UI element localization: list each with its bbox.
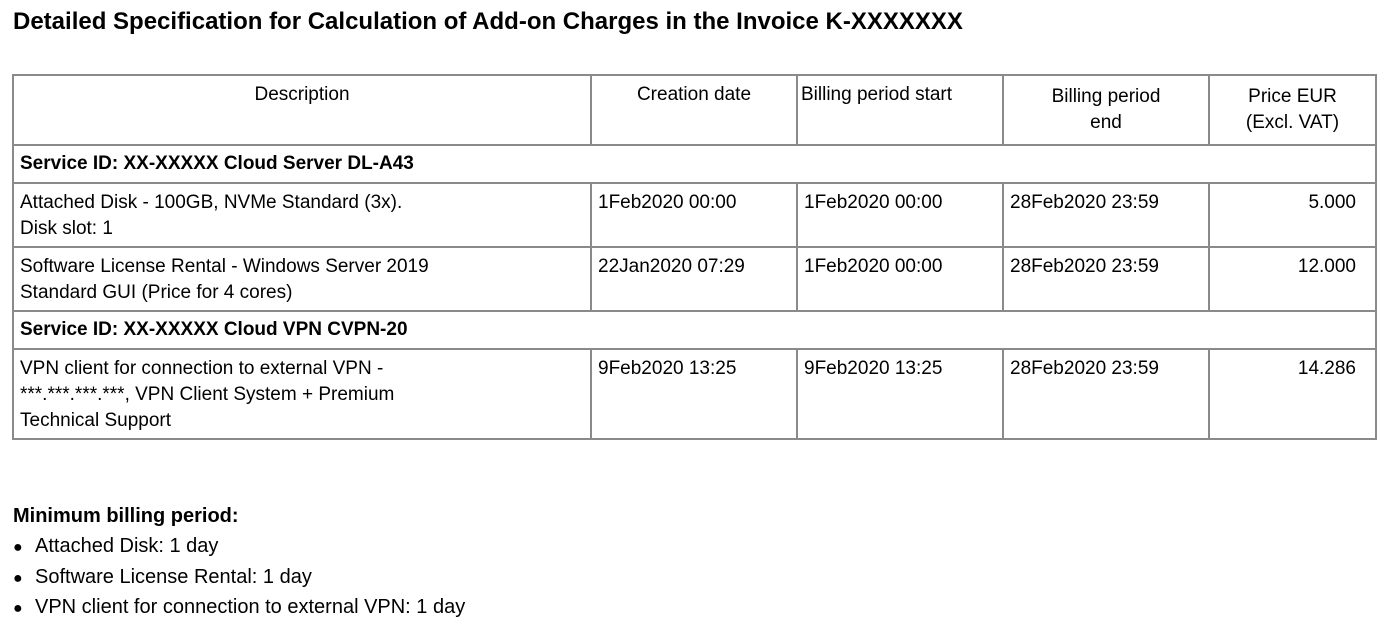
page-title: Detailed Specification for Calculation o… — [13, 8, 963, 35]
service-id: Service ID: XX-XXXXX Cloud VPN CVPN-20 — [12, 310, 1377, 350]
cell-description: Software License Rental - Windows Server… — [12, 246, 592, 312]
cell-description: VPN client for connection to external VP… — [12, 348, 592, 440]
minimum-billing-section: Minimum billing period: ● Attached Disk: … — [13, 505, 465, 624]
list-item: ● Attached Disk: 1 day — [13, 532, 465, 563]
cell-billing-end: 28Feb2020 23:59 — [1002, 348, 1210, 440]
bullet-icon: ● — [13, 600, 23, 617]
cell-price: 12.000 — [1208, 246, 1377, 312]
header-description: Description — [12, 74, 592, 146]
table-row: Software License Rental - Windows Server… — [12, 246, 1377, 312]
table-header-row: Description Creation date Billing period… — [12, 74, 1377, 146]
cell-billing-end: 28Feb2020 23:59 — [1002, 246, 1210, 312]
cell-description: Attached Disk - 100GB, NVMe Standard (3x… — [12, 182, 592, 248]
cell-creation-date: 1Feb2020 00:00 — [590, 182, 798, 248]
charges-table: Description Creation date Billing period… — [12, 74, 1377, 440]
table-row: Attached Disk - 100GB, NVMe Standard (3x… — [12, 182, 1377, 248]
header-price: Price EUR (Excl. VAT) — [1208, 74, 1377, 146]
table-row: VPN client for connection to external VP… — [12, 348, 1377, 440]
header-billing-start: Billing period start — [796, 74, 1004, 146]
cell-billing-end: 28Feb2020 23:59 — [1002, 182, 1210, 248]
service-id: Service ID: XX-XXXXX Cloud Server DL-A43 — [12, 144, 1377, 184]
minimum-billing-heading: Minimum billing period: — [13, 505, 239, 527]
cell-price: 5.000 — [1208, 182, 1377, 248]
header-creation-date: Creation date — [590, 74, 798, 146]
list-item: ● Software License Rental: 1 day — [13, 563, 465, 594]
cell-price: 14.286 — [1208, 348, 1377, 440]
cell-billing-start: 1Feb2020 00:00 — [796, 246, 1004, 312]
service-row: Service ID: XX-XXXXX Cloud Server DL-A43 — [12, 144, 1377, 184]
cell-creation-date: 9Feb2020 13:25 — [590, 348, 798, 440]
bullet-icon: ● — [13, 539, 23, 556]
cell-billing-start: 1Feb2020 00:00 — [796, 182, 1004, 248]
cell-billing-start: 9Feb2020 13:25 — [796, 348, 1004, 440]
minimum-billing-list: ● Attached Disk: 1 day ● Software License … — [13, 532, 465, 624]
list-item: ● VPN client for connection to external V… — [13, 593, 465, 624]
bullet-icon: ● — [13, 569, 23, 587]
cell-creation-date: 22Jan2020 07:29 — [590, 246, 798, 312]
header-billing-end: Billing period end — [1002, 74, 1210, 146]
service-row: Service ID: XX-XXXXX Cloud VPN CVPN-20 — [12, 310, 1377, 350]
